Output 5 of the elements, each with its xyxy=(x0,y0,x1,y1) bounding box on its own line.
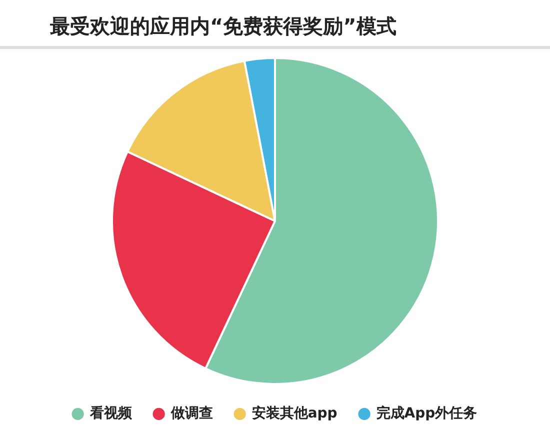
legend-label: 看视频 xyxy=(88,404,133,422)
legend-label: 安装其他app xyxy=(252,404,338,422)
legend-label: 完成App外任务 xyxy=(376,404,478,422)
legend-label: 做调查 xyxy=(170,406,213,422)
chart-title: 最受欢迎的应用内“免费获得奖励”模式 xyxy=(0,6,550,49)
